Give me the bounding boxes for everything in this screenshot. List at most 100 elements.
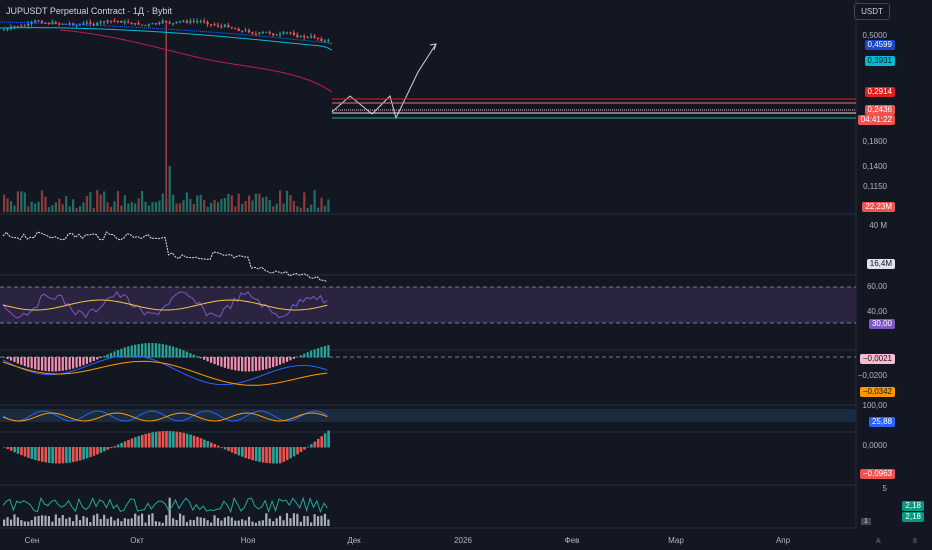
- ao-bar: [299, 447, 303, 453]
- rsi-tick: 60,00: [866, 282, 887, 291]
- price-tick: 0,1800: [862, 137, 887, 146]
- ao-bar: [172, 431, 175, 448]
- candle-body: [210, 24, 213, 26]
- volume-bar: [75, 207, 78, 212]
- macd-hist-bar: [185, 351, 189, 358]
- last-pane-bar: [316, 516, 320, 526]
- macd-hist-bar: [89, 357, 92, 363]
- candle-body: [289, 32, 292, 34]
- ao-bar: [65, 447, 68, 464]
- volume-bar: [54, 202, 57, 212]
- last-pane-bar: [158, 521, 161, 526]
- candle-body: [192, 21, 195, 23]
- macd-hist-bar: [123, 347, 126, 358]
- volume-bar: [106, 202, 109, 212]
- last-pane-bar: [37, 515, 40, 526]
- last-pane-bar: [210, 522, 213, 526]
- ao-bar: [82, 447, 85, 460]
- ao-bar: [99, 447, 103, 453]
- volume-bar: [89, 192, 92, 212]
- volume-bar: [206, 206, 209, 212]
- ao-bar: [16, 447, 20, 454]
- macd-hist-bar: [203, 357, 206, 360]
- currency-unit-button[interactable]: USDT: [854, 3, 890, 20]
- ao-bar: [109, 447, 113, 449]
- ao-bar: [203, 439, 206, 448]
- ao-bar: [130, 438, 134, 448]
- candle-body: [13, 26, 16, 28]
- last-pane-bar: [220, 520, 223, 526]
- macd-hist-bar: [323, 345, 327, 358]
- candle-body: [223, 24, 226, 27]
- last-pane-bar: [299, 521, 302, 526]
- page-indicator[interactable]: 1: [861, 518, 871, 525]
- candle-body: [279, 33, 282, 35]
- macd-hist-bar: [37, 357, 40, 371]
- ao-bar: [68, 447, 72, 463]
- ma-cyan-price-tag: 0,3931: [864, 56, 895, 66]
- ao-bar: [61, 447, 65, 464]
- last-pane-bar: [127, 518, 130, 526]
- macd-hist-bar: [320, 346, 323, 358]
- macd-hist-bar: [279, 357, 282, 365]
- ao-bar: [13, 447, 16, 453]
- last-pane-bar: [130, 518, 133, 526]
- ao-bar: [268, 447, 272, 464]
- ao-bar: [327, 430, 330, 448]
- candle-body: [220, 26, 223, 28]
- macd-hist-bar: [109, 352, 113, 358]
- macd-hist-bar: [327, 345, 330, 358]
- volume-bar: [23, 192, 26, 212]
- macd-hist-bar: [313, 349, 316, 358]
- volume-bar: [189, 199, 192, 212]
- macd-hist-bar: [199, 357, 202, 359]
- macd-hist-bar: [51, 357, 54, 372]
- ao-bar: [244, 447, 248, 459]
- ao-bar: [206, 441, 210, 448]
- volume-bar: [96, 190, 99, 212]
- candle-body: [120, 20, 123, 23]
- macd-hist-bar: [47, 357, 51, 372]
- volume-bar: [216, 202, 220, 212]
- ao-bar: [323, 433, 327, 448]
- volume-bar: [289, 194, 292, 212]
- ao-bar: [310, 444, 313, 448]
- ma-blue-price-tag: 0,4599: [864, 40, 895, 50]
- candle-body: [251, 32, 254, 34]
- macd-hist-bar: [237, 357, 240, 371]
- volume-bar: [296, 206, 299, 212]
- macd-tick: −0,0200: [857, 371, 887, 380]
- last-pane-bar: [144, 522, 147, 526]
- macd-hist-bar: [78, 357, 82, 367]
- candle-body: [196, 21, 199, 23]
- volume-bar: [61, 204, 64, 212]
- candle-body: [168, 22, 171, 24]
- last-pane-bar: [51, 521, 54, 526]
- volume-bar: [316, 207, 320, 212]
- volume-bar: [306, 207, 309, 212]
- last-pane-bar: [85, 517, 88, 526]
- last-pane-bar: [227, 516, 230, 526]
- settings-button[interactable]: 8: [913, 538, 917, 545]
- auto-scale-button[interactable]: A: [876, 538, 881, 545]
- volume-bar: [82, 202, 85, 212]
- volume-bar: [272, 206, 275, 212]
- candle-body: [303, 35, 306, 38]
- last-pane-bar: [282, 520, 285, 526]
- ao-bar: [151, 432, 154, 448]
- macd-hist-bar: [275, 357, 278, 366]
- last-pane-bar: [268, 518, 271, 526]
- last-pane-bar: [27, 521, 30, 526]
- macd-hist-bar: [168, 345, 171, 358]
- volume-bar: [254, 193, 258, 212]
- macd-hist-bar: [144, 343, 147, 358]
- candle-body: [96, 22, 99, 25]
- ao-bar: [216, 445, 220, 448]
- candle-body: [227, 24, 230, 28]
- last-pane-bar: [247, 516, 251, 526]
- macd-hist-bar: [72, 357, 75, 369]
- last-pane-bar: [254, 522, 258, 526]
- macd-hist-bar: [6, 357, 9, 360]
